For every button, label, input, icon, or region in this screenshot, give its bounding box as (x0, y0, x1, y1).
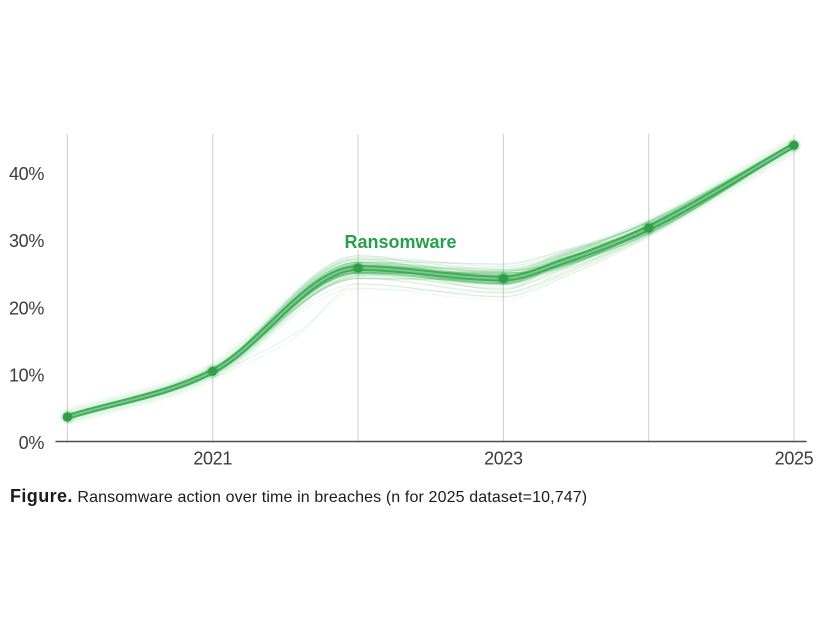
svg-text:40%: 40% (9, 164, 44, 184)
svg-text:10%: 10% (9, 366, 44, 386)
svg-text:0%: 0% (19, 433, 45, 453)
svg-text:Ransomware: Ransomware (345, 232, 457, 252)
svg-text:30%: 30% (9, 231, 44, 251)
svg-text:20%: 20% (9, 298, 44, 318)
svg-text:Ransomware: Ransomware (345, 232, 457, 252)
svg-text:2023: 2023 (484, 449, 523, 469)
svg-text:2025: 2025 (775, 449, 814, 469)
svg-text:2021: 2021 (193, 449, 232, 469)
